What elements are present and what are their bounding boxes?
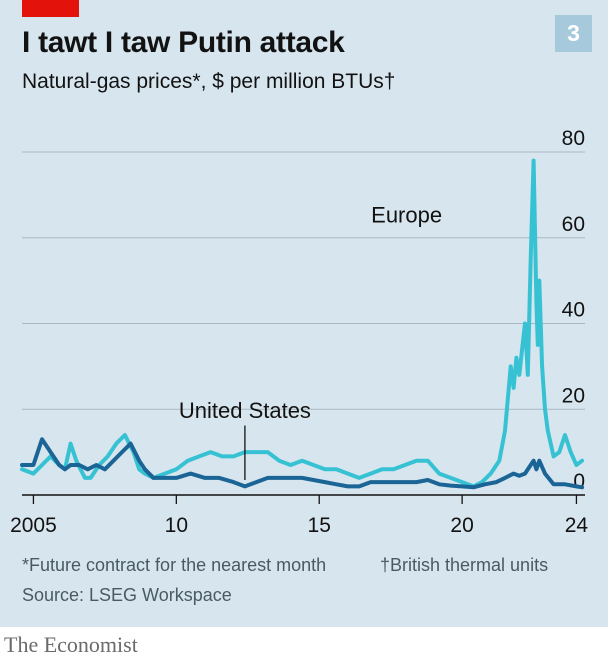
economist-logo: The Economist bbox=[4, 632, 138, 657]
chart-panel bbox=[0, 0, 608, 627]
y-tick-label-60: 60 bbox=[562, 213, 585, 236]
brand-red-tag bbox=[22, 0, 79, 17]
x-tick-label-2024: 24 bbox=[565, 514, 589, 537]
chart-title: I tawt I taw Putin attack bbox=[22, 26, 345, 59]
footnote-btu: †British thermal units bbox=[380, 555, 549, 575]
series-line-europe bbox=[20, 158, 585, 489]
line-chart: 0 20 40 60 80 2005 10 15 20 24 Europe United States bbox=[10, 127, 589, 537]
y-tick-label-80: 80 bbox=[562, 127, 585, 150]
y-tick-label-40: 40 bbox=[562, 299, 585, 322]
y-tick-label-0: 0 bbox=[573, 470, 585, 493]
annotation-europe: Europe bbox=[371, 203, 442, 228]
annotation-united-states: United States bbox=[179, 398, 311, 423]
x-tick-label-2020: 20 bbox=[450, 514, 473, 537]
source-note: Source: LSEG Workspace bbox=[22, 585, 232, 605]
footnote-future-contract: *Future contract for the nearest month bbox=[22, 555, 327, 575]
chart-subtitle: Natural-gas prices*, $ per million BTUs† bbox=[22, 70, 396, 93]
x-tick-label-2005: 2005 bbox=[10, 514, 57, 537]
series-line-united-states bbox=[20, 437, 585, 490]
chart-number-badge: 3 bbox=[555, 15, 592, 52]
x-tick-label-2010: 10 bbox=[165, 514, 188, 537]
y-tick-label-20: 20 bbox=[562, 384, 585, 407]
x-tick-label-2015: 15 bbox=[308, 514, 331, 537]
